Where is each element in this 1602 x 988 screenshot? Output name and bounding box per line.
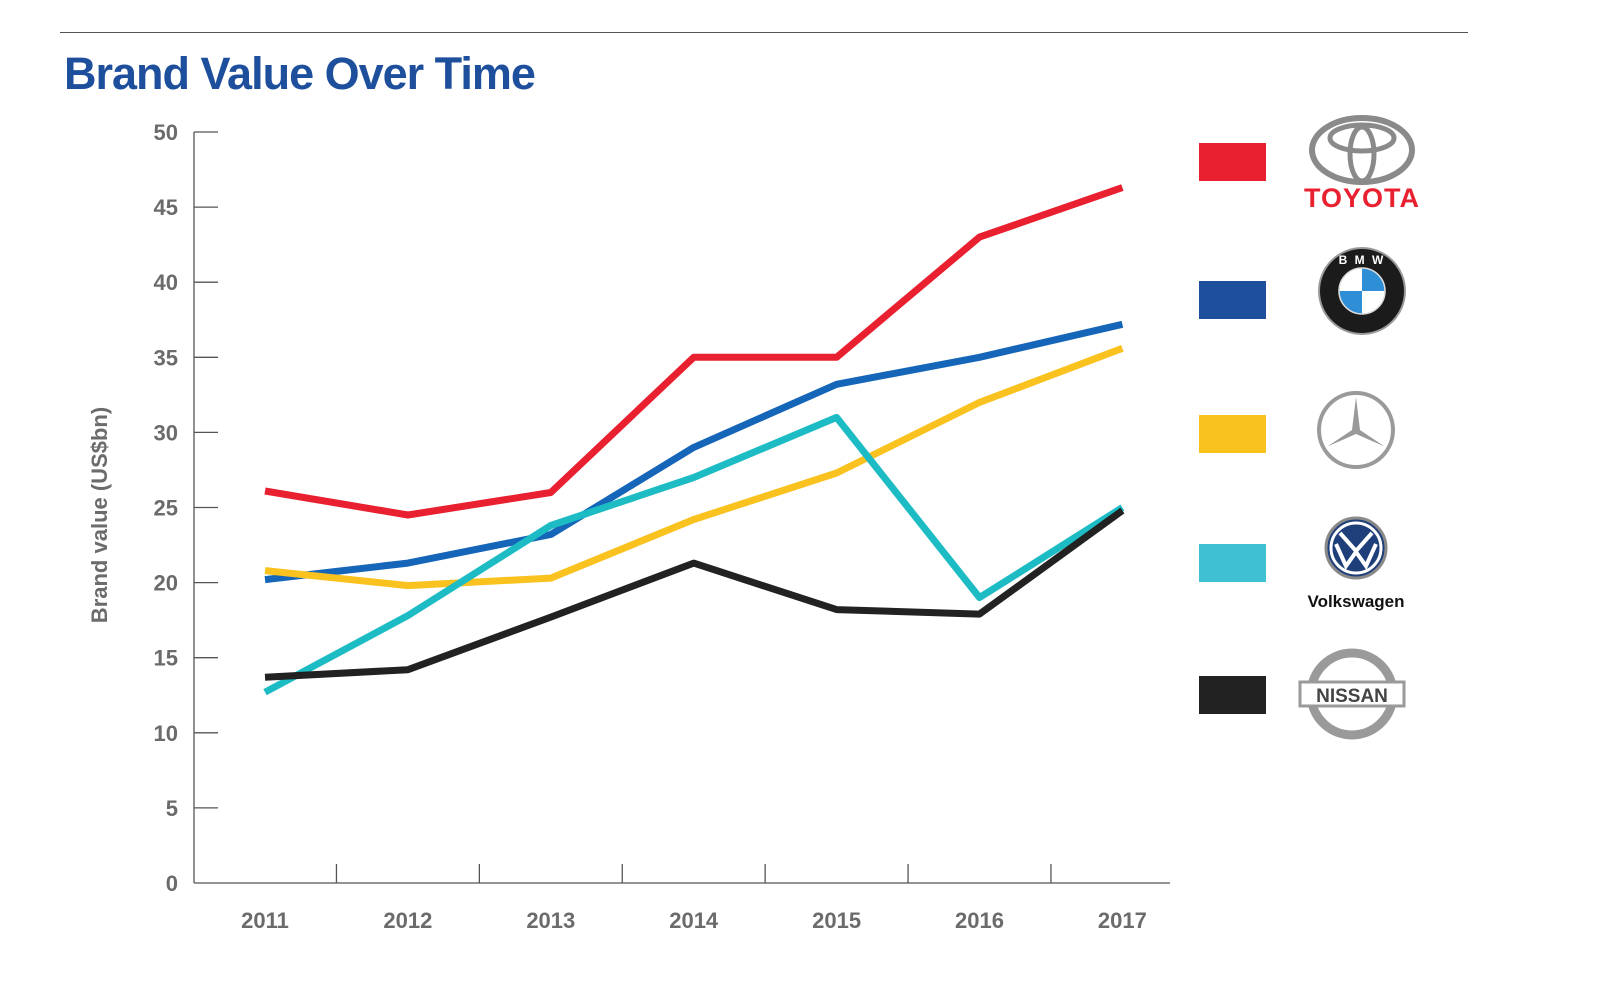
legend-swatch bbox=[1199, 415, 1266, 453]
bmw-logo-icon bbox=[1318, 247, 1406, 335]
nissan-logo-icon bbox=[1298, 648, 1406, 740]
bmw-logo-text: B M W bbox=[1339, 253, 1386, 267]
legend: TOYOTA B M W Volkswagen NISSAN bbox=[1199, 115, 1420, 740]
x-tick-label: 2015 bbox=[812, 908, 861, 933]
legend-swatch bbox=[1199, 281, 1266, 319]
series-line-bmw bbox=[264, 320, 1124, 584]
y-tick-label: 50 bbox=[154, 120, 178, 145]
legend-swatch bbox=[1199, 544, 1266, 582]
x-tick-label: 2013 bbox=[526, 908, 575, 933]
legend-item-bmw: B M W bbox=[1199, 247, 1406, 335]
y-tick-label: 40 bbox=[154, 270, 178, 295]
y-tick-label: 30 bbox=[154, 420, 178, 445]
series-line-mercedes bbox=[264, 345, 1124, 590]
series-lines bbox=[263, 184, 1125, 696]
series-line-nissan bbox=[264, 507, 1125, 681]
legend-item-volkswagen: Volkswagen bbox=[1199, 516, 1405, 611]
y-axis-title: Brand value (US$bn) bbox=[87, 407, 112, 623]
legend-item-toyota: TOYOTA bbox=[1199, 115, 1420, 213]
legend-item-nissan: NISSAN bbox=[1199, 648, 1406, 740]
x-tick-label: 2017 bbox=[1098, 908, 1147, 933]
chart-title: Brand Value Over Time bbox=[64, 48, 536, 99]
nissan-logo-text: NISSAN bbox=[1316, 686, 1388, 707]
y-tick-label: 10 bbox=[154, 721, 178, 746]
series-line-toyota bbox=[264, 184, 1124, 519]
volkswagen-logo-text: Volkswagen bbox=[1308, 592, 1405, 611]
legend-swatch bbox=[1199, 676, 1266, 714]
axes: 0 5 10 15 20 25 30 35 40 45 50 2011 2012 2013 2014 2015… bbox=[87, 120, 1170, 933]
x-tick-label: 2016 bbox=[955, 908, 1004, 933]
y-tick-label: 20 bbox=[154, 571, 178, 596]
y-tick-label: 15 bbox=[154, 646, 178, 671]
y-tick-label: 25 bbox=[154, 496, 178, 521]
y-tick-label: 35 bbox=[154, 345, 178, 370]
toyota-logo-icon bbox=[1309, 115, 1415, 185]
volkswagen-logo-icon bbox=[1324, 516, 1388, 580]
x-tick-label: 2012 bbox=[383, 908, 432, 933]
legend-swatch bbox=[1199, 143, 1266, 181]
legend-item-mercedes bbox=[1199, 391, 1395, 469]
y-tick-label: 45 bbox=[154, 195, 178, 220]
x-tick-label: 2014 bbox=[669, 908, 719, 933]
y-tick-label: 0 bbox=[166, 871, 178, 896]
series-line-volkswagen bbox=[263, 413, 1125, 696]
x-tick-label: 2011 bbox=[241, 908, 289, 933]
toyota-logo-text: TOYOTA bbox=[1304, 183, 1420, 213]
y-tick-label: 5 bbox=[166, 796, 178, 821]
mercedes-benz-logo-icon bbox=[1317, 391, 1395, 469]
top-divider bbox=[60, 32, 1468, 33]
